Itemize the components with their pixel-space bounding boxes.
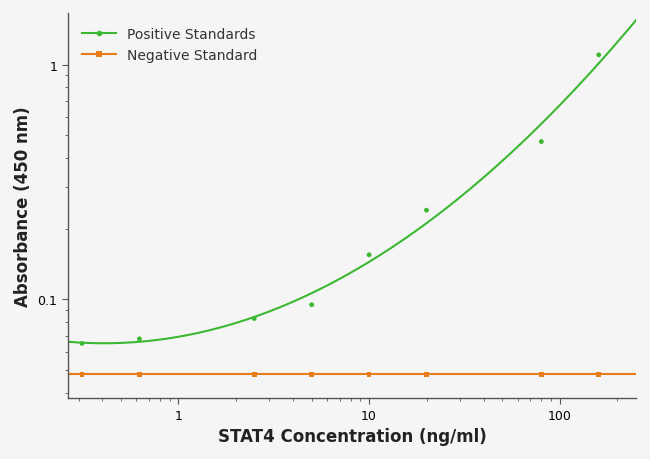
Point bbox=[536, 139, 547, 146]
Point bbox=[135, 336, 145, 343]
Point bbox=[77, 340, 87, 347]
Point bbox=[306, 302, 317, 309]
Point bbox=[249, 371, 259, 378]
Point bbox=[421, 371, 432, 378]
Point bbox=[364, 252, 374, 259]
Point bbox=[593, 52, 604, 59]
Point bbox=[593, 371, 604, 378]
Point bbox=[364, 371, 374, 378]
Point bbox=[536, 371, 547, 378]
Point bbox=[421, 207, 432, 214]
Legend: Positive Standards, Negative Standard: Positive Standards, Negative Standard bbox=[75, 21, 265, 69]
Point bbox=[77, 371, 87, 378]
Point bbox=[135, 371, 145, 378]
Y-axis label: Absorbance (450 nm): Absorbance (450 nm) bbox=[14, 106, 32, 306]
Point bbox=[306, 371, 317, 378]
X-axis label: STAT4 Concentration (ng/ml): STAT4 Concentration (ng/ml) bbox=[218, 427, 486, 445]
Point bbox=[249, 315, 259, 323]
